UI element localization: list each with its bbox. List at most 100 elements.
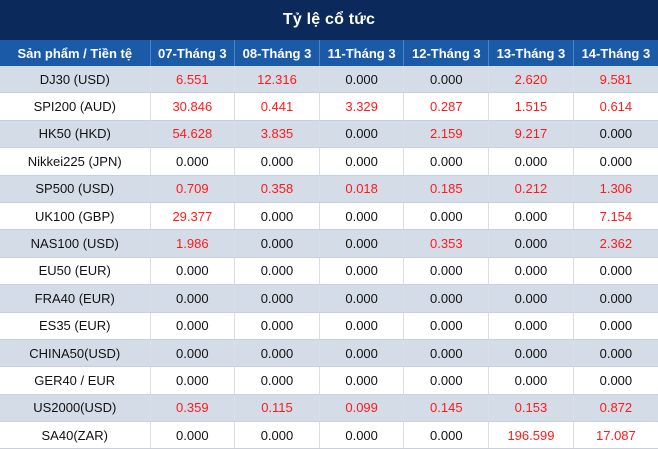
dividend-value-cell: 0.115 [234, 394, 320, 423]
dividend-value-cell: 0.000 [319, 202, 405, 231]
dividend-value-cell: 0.000 [488, 366, 574, 395]
dividend-value-cell: 0.000 [573, 366, 658, 395]
table-row: UK100 (GBP) 29.377 0.000 0.000 0.000 0.000 7.1… [0, 202, 658, 231]
table-row: SP500 (USD) 0.709 0.358 0.018 0.185 0.212 1.30… [0, 175, 658, 203]
dividend-value-cell: 0.000 [403, 312, 490, 340]
table-title: Tỷ lệ cổ tức [0, 0, 658, 40]
dividend-value-cell: 6.551 [150, 66, 236, 94]
dividend-value-cell: 0.000 [150, 147, 236, 176]
table-row: Nikkei225 (JPN) 0.000 0.000 0.000 0.000 0.000… [0, 147, 658, 176]
dividend-value-cell: 0.614 [573, 92, 658, 121]
column-header-date: 13-Tháng 3 [488, 40, 574, 66]
product-cell: Nikkei225 (JPN) [0, 147, 151, 176]
dividend-value-cell: 0.000 [150, 366, 236, 395]
dividend-value-cell: 0.359 [150, 394, 236, 423]
product-cell: FRA40 (EUR) [0, 284, 151, 313]
dividend-value-cell: 30.846 [150, 92, 236, 121]
product-cell: EU50 (EUR) [0, 257, 151, 286]
dividend-value-cell: 0.000 [150, 339, 236, 368]
dividend-value-cell: 0.000 [403, 421, 490, 449]
dividend-value-cell: 0.358 [234, 175, 320, 203]
dividend-value-cell: 0.145 [403, 394, 490, 423]
dividend-value-cell: 0.709 [150, 175, 236, 203]
dividend-value-cell: 3.835 [234, 120, 320, 149]
dividend-value-cell: 0.000 [488, 257, 574, 286]
dividend-value-cell: 1.306 [573, 175, 658, 203]
dividend-value-cell: 196.599 [488, 421, 574, 449]
dividend-value-cell: 0.000 [234, 147, 320, 176]
dividend-value-cell: 12.316 [234, 66, 320, 94]
table-body: DJ30 (USD) 6.551 12.316 0.000 0.000 2.620 9.58… [0, 66, 658, 449]
dividend-value-cell: 0.000 [403, 147, 490, 176]
dividend-value-cell: 0.000 [150, 312, 236, 340]
dividend-value-cell: 7.154 [573, 202, 658, 231]
table-row: DJ30 (USD) 6.551 12.316 0.000 0.000 2.620 9.58… [0, 66, 658, 94]
product-cell: DJ30 (USD) [0, 66, 151, 94]
dividend-value-cell: 0.000 [403, 257, 490, 286]
dividend-value-cell: 2.620 [488, 66, 574, 94]
table-row: FRA40 (EUR) 0.000 0.000 0.000 0.000 0.000 0.00… [0, 284, 658, 313]
dividend-value-cell: 0.000 [234, 421, 320, 449]
column-header-date: 07-Tháng 3 [150, 40, 236, 66]
dividend-value-cell: 0.441 [234, 92, 320, 121]
product-cell: GER40 / EUR [0, 366, 151, 395]
dividend-value-cell: 0.000 [234, 229, 320, 258]
dividend-value-cell: 0.000 [488, 312, 574, 340]
dividend-value-cell: 0.000 [234, 339, 320, 368]
dividend-value-cell: 2.159 [403, 120, 490, 149]
dividend-value-cell: 0.000 [234, 284, 320, 313]
column-header-product: Sản phẩm / Tiền tệ [0, 40, 151, 66]
dividend-value-cell: 0.000 [319, 120, 405, 149]
dividend-value-cell: 0.000 [573, 284, 658, 313]
dividend-value-cell: 0.000 [403, 366, 490, 395]
dividend-value-cell: 0.000 [150, 421, 236, 449]
dividend-value-cell: 0.000 [150, 257, 236, 286]
product-cell: CHINA50(USD) [0, 339, 151, 368]
dividend-value-cell: 0.000 [319, 421, 405, 449]
dividend-value-cell: 0.000 [573, 339, 658, 368]
dividend-table: Sản phẩm / Tiền tệ 07-Tháng 3 08-Tháng 3… [0, 40, 658, 449]
dividend-value-cell: 0.153 [488, 394, 574, 423]
dividend-value-cell: 0.099 [319, 394, 405, 423]
dividend-value-cell: 0.000 [319, 312, 405, 340]
table-row: GER40 / EUR 0.000 0.000 0.000 0.000 0.000 0.00… [0, 366, 658, 395]
dividend-value-cell: 0.185 [403, 175, 490, 203]
table-row: ES35 (EUR) 0.000 0.000 0.000 0.000 0.000 0.000 [0, 312, 658, 340]
dividend-value-cell: 0.000 [234, 366, 320, 395]
product-cell: NAS100 (USD) [0, 229, 151, 258]
dividend-value-cell: 0.872 [573, 394, 658, 423]
dividend-value-cell: 17.087 [573, 421, 658, 449]
product-cell: HK50 (HKD) [0, 120, 151, 149]
dividend-value-cell: 0.000 [488, 284, 574, 313]
table-row: CHINA50(USD) 0.000 0.000 0.000 0.000 0.000 0.0… [0, 339, 658, 368]
dividend-value-cell: 0.000 [573, 120, 658, 149]
dividend-value-cell: 3.329 [319, 92, 405, 121]
dividend-value-cell: 0.000 [573, 147, 658, 176]
product-cell: SA40(ZAR) [0, 421, 151, 449]
dividend-value-cell: 0.000 [319, 66, 405, 94]
dividend-value-cell: 0.000 [573, 257, 658, 286]
table-row: SPI200 (AUD) 30.846 0.441 3.329 0.287 1.515 0.… [0, 92, 658, 121]
dividend-value-cell: 0.000 [403, 66, 490, 94]
dividend-value-cell: 0.000 [234, 312, 320, 340]
dividend-value-cell: 0.212 [488, 175, 574, 203]
dividend-value-cell: 0.287 [403, 92, 490, 121]
dividend-value-cell: 54.628 [150, 120, 236, 149]
dividend-value-cell: 29.377 [150, 202, 236, 231]
dividend-value-cell: 0.000 [150, 284, 236, 313]
dividend-value-cell: 0.000 [488, 229, 574, 258]
dividend-value-cell: 0.000 [403, 339, 490, 368]
dividend-value-cell: 0.000 [403, 284, 490, 313]
header-row: Sản phẩm / Tiền tệ 07-Tháng 3 08-Tháng 3… [0, 40, 658, 66]
dividend-value-cell: 9.217 [488, 120, 574, 149]
dividend-value-cell: 1.986 [150, 229, 236, 258]
product-cell: UK100 (GBP) [0, 202, 151, 231]
dividend-value-cell: 0.000 [573, 312, 658, 340]
table-row: HK50 (HKD) 54.628 3.835 0.000 2.159 9.217 0.00… [0, 120, 658, 149]
dividend-value-cell: 0.000 [319, 366, 405, 395]
product-cell: ES35 (EUR) [0, 312, 151, 340]
dividend-value-cell: 2.362 [573, 229, 658, 258]
table-row: US2000(USD) 0.359 0.115 0.099 0.145 0.153 0.87… [0, 394, 658, 423]
dividend-value-cell: 0.000 [319, 229, 405, 258]
product-cell: US2000(USD) [0, 394, 151, 423]
